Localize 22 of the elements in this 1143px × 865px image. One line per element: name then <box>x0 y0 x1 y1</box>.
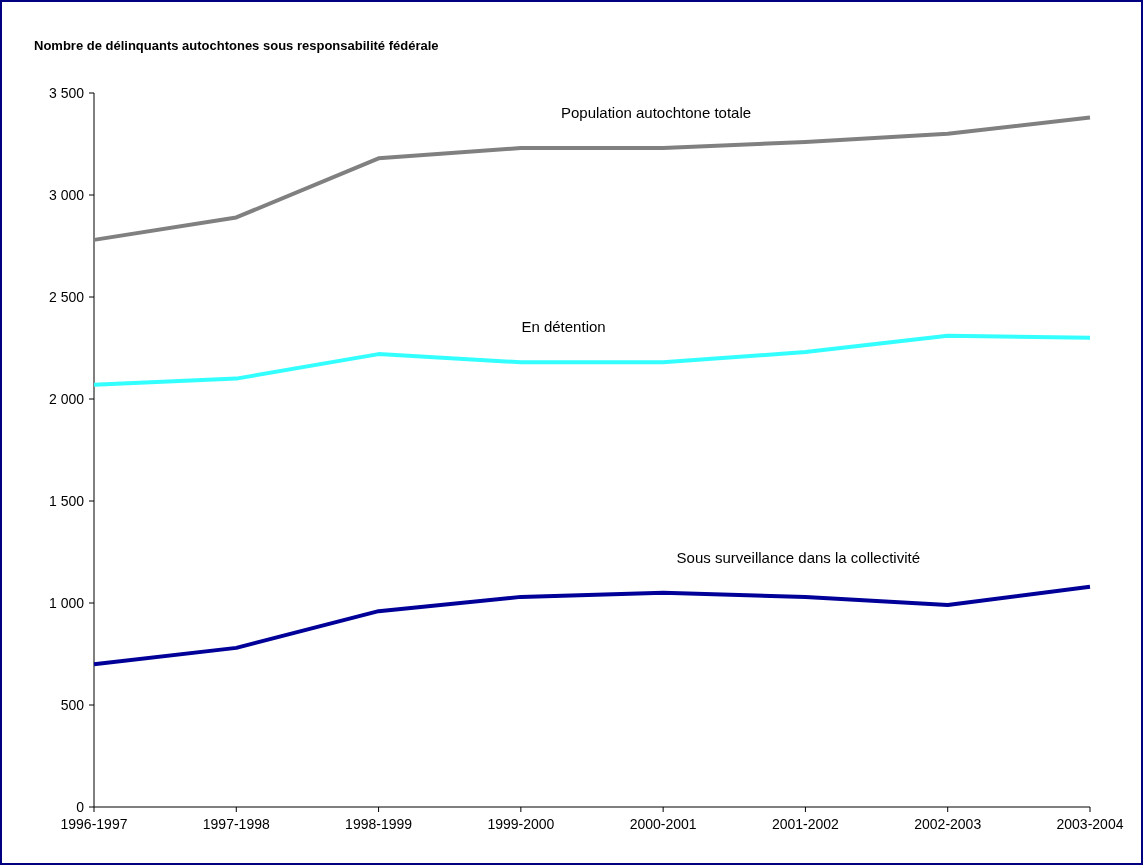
line-series <box>92 584 1092 667</box>
y-tick-label: 1 000 <box>48 594 85 611</box>
series-label: En détention <box>521 318 606 336</box>
x-tick-label: 2002-2003 <box>914 816 982 832</box>
x-tick-label: 2001-2002 <box>771 816 840 832</box>
y-tick-label: 500 <box>60 696 85 713</box>
x-tick-label: 1997-1998 <box>202 816 270 832</box>
y-tick-label: 3 500 <box>48 84 85 101</box>
chart-title: Nombre de délinquants autochtones sous responsabilité fédérale <box>34 38 439 53</box>
y-tick-label: 0 <box>76 798 85 815</box>
x-tick-label: 2000-2001 <box>629 816 697 832</box>
series-label: Sous surveillance dans la collectivité <box>676 548 921 566</box>
line-series <box>92 333 1092 387</box>
y-tick-label: 3 000 <box>48 186 85 203</box>
x-tick-label: 1998-1999 <box>345 816 413 832</box>
y-tick-label: 2 000 <box>48 390 85 407</box>
x-tick-label: 1996-1997 <box>60 816 128 832</box>
y-tick-label: 2 500 <box>48 288 85 305</box>
x-tick-label: 2003-2004 <box>1056 816 1124 832</box>
series-label: Population autochtone totale <box>560 104 752 122</box>
x-tick-label: 1999-2000 <box>487 816 555 832</box>
y-tick-label: 1 500 <box>48 492 85 509</box>
